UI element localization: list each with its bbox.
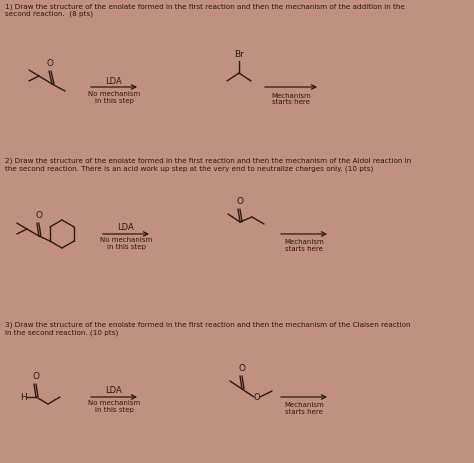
Text: LDA: LDA <box>118 223 134 232</box>
Text: O: O <box>238 363 246 372</box>
Text: Mechanism
starts here: Mechanism starts here <box>284 401 324 414</box>
Text: LDA: LDA <box>106 386 122 394</box>
Text: 3) Draw the structure of the enolate formed in the first reaction and then the m: 3) Draw the structure of the enolate for… <box>5 321 410 335</box>
Text: Mechanism
starts here: Mechanism starts here <box>284 239 324 252</box>
Text: O: O <box>36 211 42 219</box>
Text: Br: Br <box>234 50 244 59</box>
Text: O: O <box>46 59 54 68</box>
Text: No mechanism
in this step: No mechanism in this step <box>88 90 140 103</box>
Text: O: O <box>254 393 261 401</box>
Text: 1) Draw the structure of the enolate formed in the first reaction and then the m: 1) Draw the structure of the enolate for… <box>5 3 405 17</box>
Text: No mechanism
in this step: No mechanism in this step <box>100 237 152 250</box>
Text: 2) Draw the structure of the enolate formed in the first reaction and then the m: 2) Draw the structure of the enolate for… <box>5 158 411 172</box>
Text: No mechanism
in this step: No mechanism in this step <box>88 400 140 413</box>
Text: O: O <box>33 371 39 380</box>
Text: H: H <box>20 393 27 401</box>
Text: Mechanism
starts here: Mechanism starts here <box>271 92 311 105</box>
Text: O: O <box>237 197 244 206</box>
Text: LDA: LDA <box>106 77 122 86</box>
